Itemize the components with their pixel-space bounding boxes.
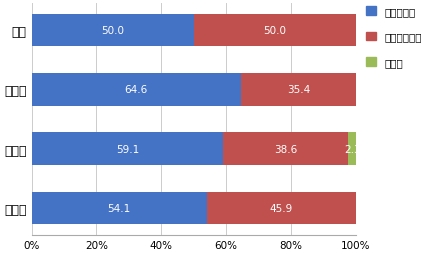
Text: 50.0: 50.0 <box>101 26 124 36</box>
Bar <box>348 133 356 165</box>
Text: 45.9: 45.9 <box>270 203 293 213</box>
Bar <box>32 74 241 106</box>
Bar <box>223 133 348 165</box>
Text: 50.0: 50.0 <box>263 26 286 36</box>
Legend: 知っている, 知らなかった, 無回答: 知っている, 知らなかった, 無回答 <box>364 5 424 70</box>
Bar <box>194 15 356 47</box>
Text: 64.6: 64.6 <box>125 85 148 95</box>
Text: 35.4: 35.4 <box>287 85 310 95</box>
Text: 38.6: 38.6 <box>274 144 297 154</box>
Text: 54.1: 54.1 <box>108 203 131 213</box>
Bar <box>32 15 194 47</box>
Bar <box>32 192 207 225</box>
Bar <box>32 133 223 165</box>
Bar <box>241 74 356 106</box>
Bar <box>207 192 356 225</box>
Text: 59.1: 59.1 <box>116 144 139 154</box>
Text: 2.3: 2.3 <box>344 144 360 154</box>
